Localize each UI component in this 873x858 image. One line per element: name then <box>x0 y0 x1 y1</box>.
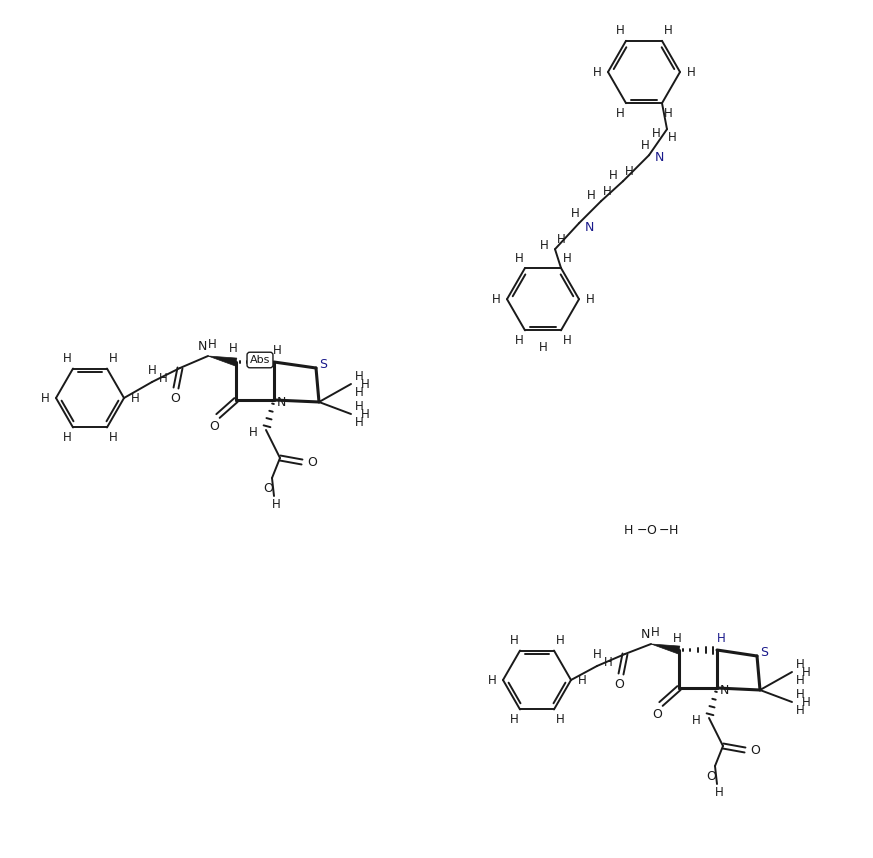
Text: H: H <box>641 139 650 152</box>
Text: H: H <box>41 391 50 404</box>
Text: H: H <box>650 625 659 638</box>
Text: H: H <box>488 674 497 686</box>
Text: H: H <box>557 233 566 245</box>
Text: H: H <box>624 165 634 178</box>
Text: H: H <box>669 523 677 536</box>
Text: H: H <box>691 714 700 727</box>
Text: H: H <box>108 431 117 444</box>
Text: S: S <box>760 645 768 658</box>
Polygon shape <box>651 644 680 654</box>
Text: O: O <box>209 420 219 432</box>
Text: H: H <box>272 343 281 357</box>
Text: H: H <box>623 523 633 536</box>
Text: H: H <box>540 239 548 251</box>
Text: H: H <box>562 334 571 347</box>
Text: H: H <box>514 251 524 264</box>
Text: H: H <box>148 365 156 378</box>
Text: H: H <box>668 130 677 143</box>
Text: H: H <box>361 408 369 421</box>
Text: H: H <box>510 713 519 726</box>
Text: O: O <box>307 456 317 468</box>
Text: H: H <box>63 431 72 444</box>
Text: H: H <box>354 370 363 383</box>
Text: H: H <box>801 667 810 680</box>
Text: H: H <box>108 352 117 365</box>
Text: H: H <box>615 106 624 119</box>
Text: H: H <box>131 391 140 404</box>
Text: H: H <box>795 674 804 687</box>
Text: H: H <box>555 634 564 647</box>
Text: H: H <box>801 697 810 710</box>
Text: Abs: Abs <box>250 355 270 365</box>
Text: H: H <box>602 184 611 197</box>
Text: H: H <box>603 656 612 668</box>
Text: H: H <box>578 674 587 686</box>
Text: N: N <box>719 684 729 697</box>
Text: H: H <box>663 106 672 119</box>
Text: N: N <box>654 151 663 164</box>
Text: H: H <box>663 24 672 38</box>
Text: H: H <box>354 386 363 400</box>
Text: H: H <box>571 207 580 220</box>
Text: O: O <box>263 481 273 494</box>
Text: H: H <box>562 251 571 264</box>
Text: O: O <box>614 678 624 691</box>
Text: N: N <box>640 627 650 641</box>
Text: H: H <box>672 631 681 644</box>
Text: H: H <box>514 334 524 347</box>
Text: H: H <box>717 631 725 644</box>
Polygon shape <box>208 356 237 366</box>
Text: H: H <box>539 341 547 353</box>
Text: −: − <box>659 523 670 536</box>
Text: H: H <box>229 342 237 355</box>
Text: H: H <box>249 426 258 438</box>
Text: −: − <box>636 523 647 536</box>
Text: H: H <box>608 169 617 182</box>
Text: H: H <box>587 189 595 202</box>
Text: H: H <box>586 293 595 305</box>
Text: H: H <box>795 704 804 717</box>
Text: H: H <box>354 416 363 430</box>
Text: H: H <box>491 293 500 305</box>
Text: H: H <box>159 372 168 384</box>
Text: H: H <box>593 648 601 661</box>
Text: O: O <box>646 523 656 536</box>
Text: H: H <box>354 400 363 413</box>
Text: H: H <box>361 378 369 391</box>
Text: O: O <box>706 770 716 782</box>
Text: O: O <box>652 708 662 721</box>
Text: H: H <box>208 337 217 351</box>
Text: H: H <box>63 352 72 365</box>
Text: H: H <box>555 713 564 726</box>
Text: H: H <box>593 65 601 78</box>
Text: H: H <box>651 127 660 140</box>
Text: H: H <box>715 787 724 800</box>
Text: H: H <box>615 24 624 38</box>
Text: H: H <box>272 498 280 511</box>
Text: O: O <box>750 744 760 757</box>
Text: H: H <box>687 65 696 78</box>
Text: O: O <box>170 391 180 404</box>
Text: S: S <box>319 358 327 371</box>
Text: N: N <box>197 340 207 353</box>
Text: N: N <box>277 396 285 408</box>
Text: H: H <box>795 657 804 670</box>
Text: N: N <box>584 221 594 233</box>
Text: H: H <box>510 634 519 647</box>
Text: H: H <box>795 687 804 700</box>
